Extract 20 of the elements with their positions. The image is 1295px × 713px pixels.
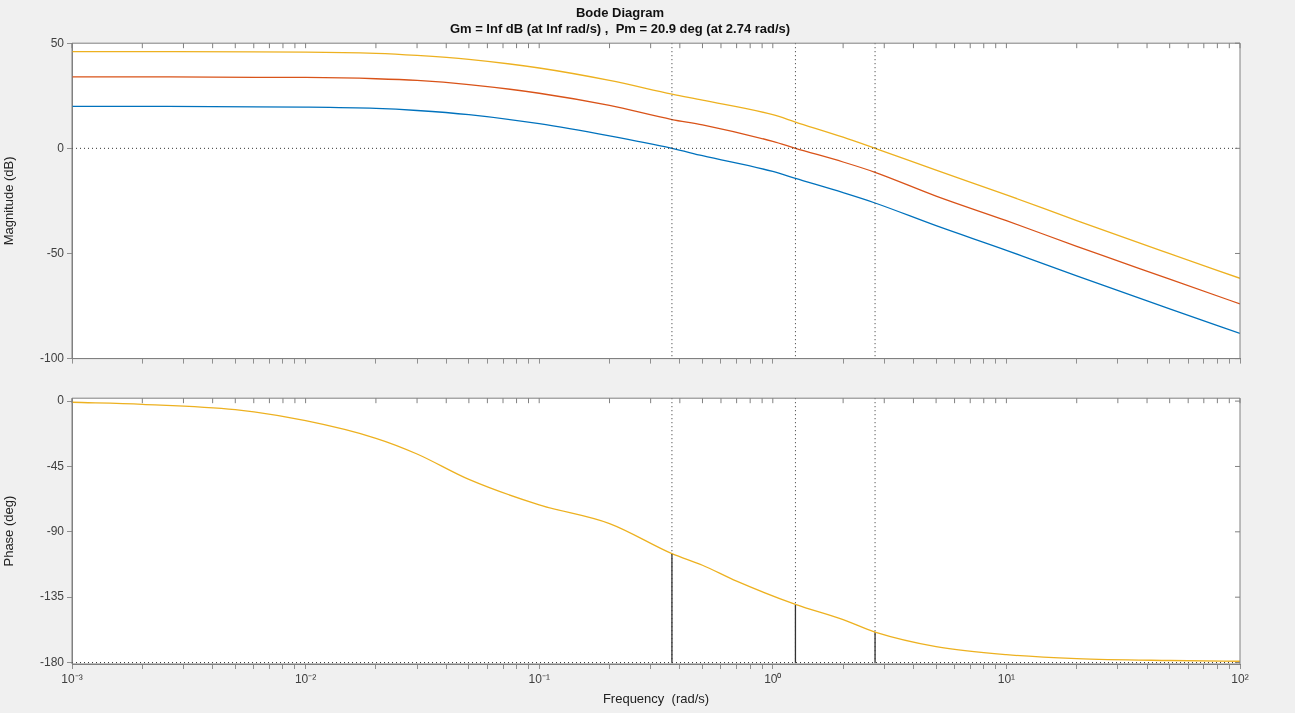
y-tick-label: 50: [50, 35, 65, 50]
y-tick-label: -90: [46, 524, 65, 539]
x-tick-label: 10¹: [997, 671, 1016, 686]
x-tick-label: 10⁻¹: [528, 671, 550, 686]
y-axis-title: Magnitude (dB): [1, 156, 17, 246]
y-tick-label: -135: [39, 589, 65, 604]
x-tick-label: 10²: [1231, 671, 1249, 686]
chart-subtitle: Gm = Inf dB (at Inf rad/s) , Pm = 20.9 deg (at 2.74 rad/s): [449, 20, 791, 36]
y-tick-label: 0: [57, 140, 65, 155]
y-tick-label: -50: [46, 245, 65, 260]
y-tick-label: -180: [39, 654, 65, 669]
x-tick-label: 10⁻³: [61, 671, 83, 686]
chart-title: Bode Diagram: [575, 5, 665, 21]
y-tick-label: 0: [57, 393, 65, 408]
y-tick-label: -100: [39, 350, 65, 365]
y-axis-title: Phase (deg): [1, 495, 17, 567]
x-tick-label: 10⁻²: [294, 671, 317, 686]
x-tick-label: 10⁰: [764, 671, 782, 686]
y-tick-label: -45: [46, 458, 65, 473]
x-axis-title: Frequency (rad/s): [602, 690, 710, 706]
